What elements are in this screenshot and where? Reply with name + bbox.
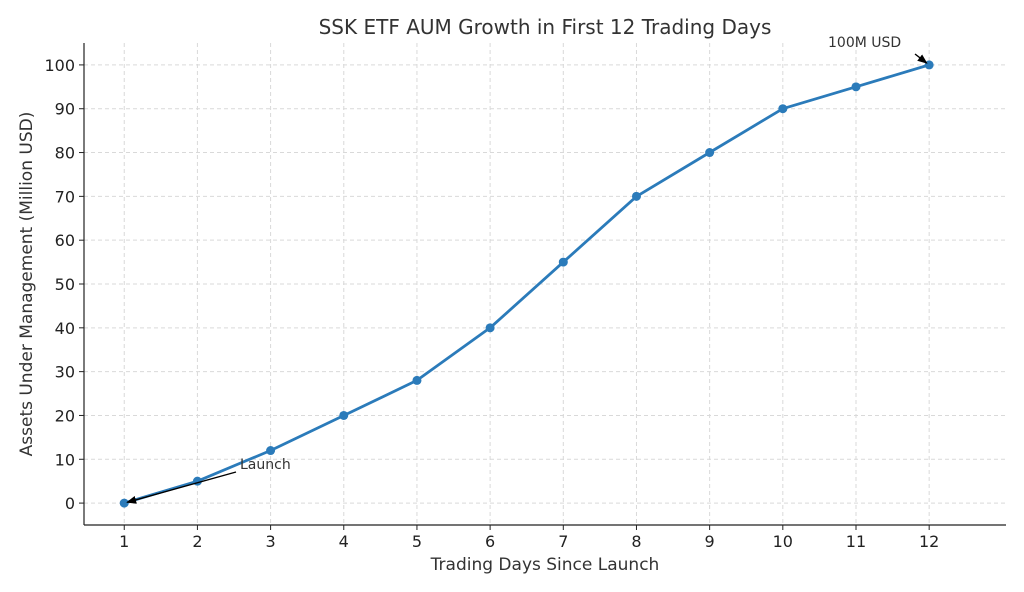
x-tick-label: 2 <box>192 532 202 551</box>
series-line <box>123 63 930 505</box>
data-point <box>851 82 861 92</box>
x-tick-label: 3 <box>266 532 276 551</box>
x-tick-label: 11 <box>846 532 866 551</box>
y-tick-label: 10 <box>55 450 75 469</box>
x-tick-label: 10 <box>773 532 793 551</box>
data-point <box>778 104 788 114</box>
x-tick-label: 1 <box>119 532 129 551</box>
x-axis-label: Trading Days Since Launch <box>430 555 660 575</box>
y-tick-label: 20 <box>55 406 75 425</box>
data-point <box>339 410 349 420</box>
x-tick-label: 7 <box>558 532 568 551</box>
x-tick-label: 6 <box>485 532 495 551</box>
y-tick-label: 100 <box>44 56 75 75</box>
y-tick-label: 0 <box>65 494 75 513</box>
y-tick-label: 90 <box>55 100 75 119</box>
y-tick-label: 40 <box>55 319 75 338</box>
data-point <box>485 323 495 333</box>
data-point <box>558 257 568 267</box>
y-tick-label: 30 <box>55 363 75 382</box>
y-tick-label: 80 <box>55 144 75 163</box>
annotations: Launch 100M USD <box>126 35 928 504</box>
x-tick-label: 12 <box>919 532 939 551</box>
y-tick-label: 50 <box>55 275 75 294</box>
data-point <box>119 498 129 508</box>
data-point <box>705 148 715 158</box>
chart-title: SSK ETF AUM Growth in First 12 Trading D… <box>319 15 772 39</box>
annotation-label: Launch <box>240 457 291 473</box>
x-tick-label: 5 <box>412 532 422 551</box>
x-axis: 1 2 3 4 5 6 7 8 9 10 11 12 <box>119 525 939 551</box>
annotation-arrow <box>126 471 237 504</box>
data-point <box>412 375 422 385</box>
x-tick-label: 8 <box>631 532 641 551</box>
annotation-arrow <box>914 53 928 64</box>
data-point <box>631 191 641 201</box>
y-tick-label: 70 <box>55 187 75 206</box>
grid <box>84 43 1006 525</box>
y-axis-label: Assets Under Management (Million USD) <box>17 112 37 457</box>
y-tick-label: 60 <box>55 231 75 250</box>
x-tick-label: 4 <box>339 532 349 551</box>
x-tick-label: 9 <box>705 532 715 551</box>
y-axis: 0 10 20 30 40 50 60 70 80 90 100 <box>44 56 84 513</box>
annotation-label: 100M USD <box>828 35 901 51</box>
axes-spines <box>83 43 1006 526</box>
data-point <box>266 446 276 456</box>
